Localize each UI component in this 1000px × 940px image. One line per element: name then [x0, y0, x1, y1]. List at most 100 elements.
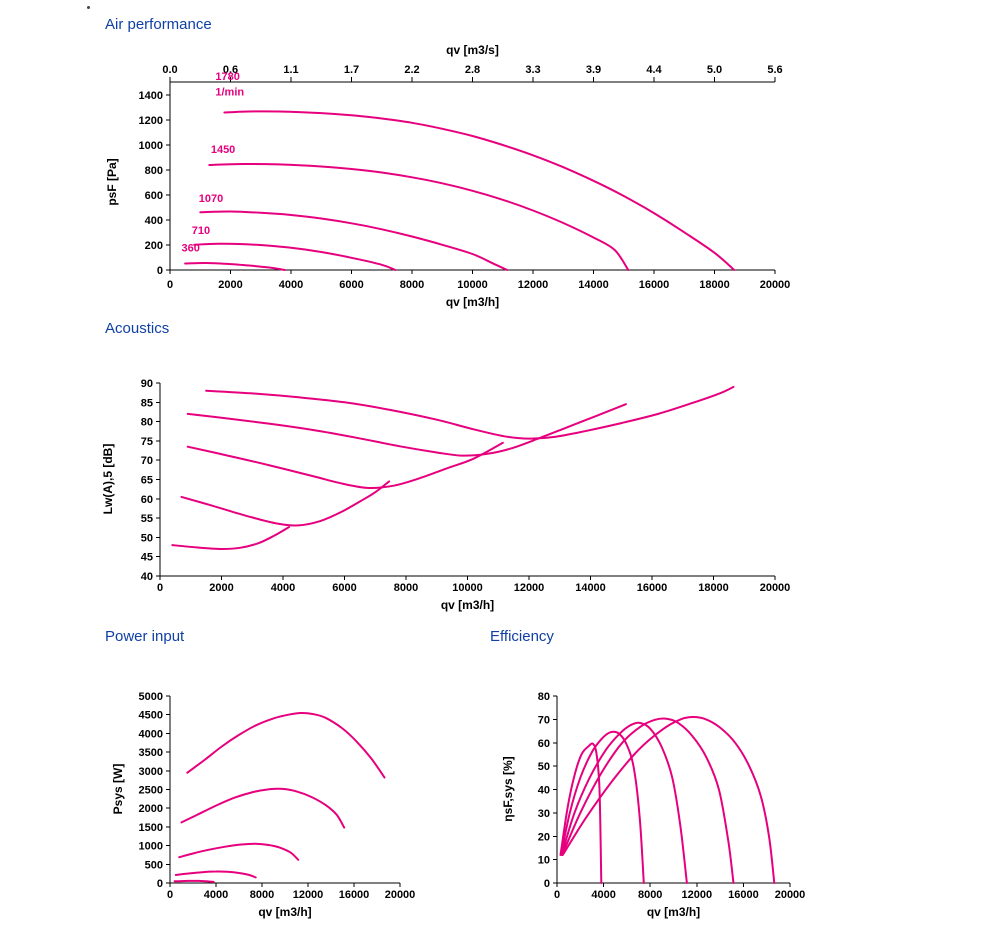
y-tick-label: 1000 — [139, 841, 163, 853]
y-tick-label: 85 — [141, 397, 153, 409]
x-tick-label: 6000 — [339, 279, 363, 291]
y-tick-label: 3500 — [139, 747, 163, 759]
x-tick-label: 20000 — [775, 889, 806, 901]
x-tick-label: 0 — [157, 582, 163, 594]
y-tick-label: 5000 — [139, 691, 163, 703]
rpm-label: 1070 — [199, 193, 223, 205]
x-tick-label: 8000 — [394, 582, 418, 594]
chart-canvas: 0 500 1000 1500 2000 2500 3000 3500 4000 4500 5000… — [111, 691, 415, 919]
y-axis-title: ηsF,sys [%] — [501, 756, 515, 821]
y-tick-label: 40 — [141, 571, 153, 583]
top-axis-title: qv [m3/s] — [446, 43, 499, 57]
y-tick-label: 10 — [538, 855, 550, 867]
curve-1450-rpm — [561, 717, 735, 884]
top-tick-label: 3.3 — [525, 64, 540, 76]
curve-360-rpm — [559, 742, 603, 884]
curve-1780-rpm — [205, 385, 735, 440]
x-tick-label: 20000 — [385, 889, 416, 901]
x-tick-label: 12000 — [293, 889, 324, 901]
y-tick-label: 3000 — [139, 766, 163, 778]
y-axis: 0 10 20 30 40 50 60 70 80 — [538, 691, 557, 890]
top-tick-label: 2.2 — [404, 64, 419, 76]
x-tick-label: 2000 — [218, 279, 242, 291]
curve-1070-rpm — [186, 441, 504, 490]
air-performance-chart: 0 200 400 600 800 1000 1200 1400 0 2000 4000 6000 80… — [0, 40, 1000, 340]
y-tick-label: 0 — [157, 265, 163, 277]
x-tick-label: 14000 — [575, 582, 606, 594]
x-axis: 0 4000 8000 12000 16000 20000 — [167, 883, 415, 901]
x-axis-title: qv [m3/h] — [441, 598, 494, 612]
top-tick-label: 2.8 — [465, 64, 480, 76]
x-tick-label: 16000 — [639, 279, 670, 291]
top-axis: 0.0 0.6 1.1 1.7 2.2 2.8 3.3 3.9 4.4 5.0 5.6 qv [m3/… — [162, 43, 783, 83]
y-tick-label: 20 — [538, 831, 550, 843]
x-tick-label: 10000 — [457, 279, 488, 291]
curve-360-rpm — [173, 879, 215, 883]
y-tick-label: 1400 — [139, 90, 163, 102]
x-axis-title: qv [m3/h] — [647, 905, 700, 919]
x-tick-label: 8000 — [400, 279, 424, 291]
y-tick-label: 400 — [145, 215, 163, 227]
x-tick-label: 16000 — [339, 889, 370, 901]
y-tick-label: 70 — [538, 714, 550, 726]
bullet-dot — [87, 6, 90, 9]
y-tick-label: 1000 — [139, 140, 163, 152]
y-axis-title: Psys [W] — [111, 764, 125, 815]
x-tick-label: 4000 — [271, 582, 295, 594]
x-tick-label: 0 — [167, 279, 173, 291]
x-tick-label: 8000 — [638, 889, 662, 901]
x-tick-label: 16000 — [637, 582, 668, 594]
x-axis: 0 4000 8000 12000 16000 20000 — [554, 883, 805, 901]
x-tick-label: 18000 — [698, 582, 729, 594]
y-tick-label: 2000 — [139, 803, 163, 815]
y-tick-label: 50 — [141, 532, 153, 544]
efficiency-chart: 0 10 20 30 40 50 60 70 80 0 4000 8000 12000 16000 2000… — [440, 658, 860, 940]
chart-title-air-performance: Air performance — [105, 16, 212, 33]
x-tick-label: 4000 — [591, 889, 615, 901]
top-tick-label: 5.0 — [707, 64, 722, 76]
curve-360-rpm — [171, 526, 291, 550]
y-tick-label: 45 — [141, 552, 153, 564]
y-axis: 0 500 1000 1500 2000 2500 3000 3500 4000 4500 5000 — [139, 691, 170, 890]
y-tick-label: 65 — [141, 475, 153, 487]
x-tick-label: 18000 — [699, 279, 730, 291]
y-tick-label: 500 — [145, 859, 163, 871]
chart-title-power-input: Power input — [105, 628, 185, 645]
x-tick-label: 20000 — [760, 582, 791, 594]
axes — [169, 82, 775, 271]
y-tick-label: 40 — [538, 785, 550, 797]
x-tick-label: 10000 — [452, 582, 483, 594]
chart-title-efficiency: Efficiency — [490, 628, 554, 645]
y-tick-label: 50 — [538, 761, 550, 773]
curve-1070-rpm — [560, 721, 688, 884]
curve-1070-rpm — [199, 210, 509, 271]
curve-1450-rpm — [208, 162, 630, 271]
top-tick-label: 4.4 — [646, 64, 662, 76]
axes — [159, 383, 775, 577]
rpm-label: 1780 — [215, 71, 239, 83]
y-tick-label: 1500 — [139, 822, 163, 834]
chart-title-acoustics: Acoustics — [105, 320, 170, 337]
x-tick-label: 8000 — [250, 889, 274, 901]
curve-1070-rpm — [178, 842, 300, 861]
x-tick-label: 14000 — [578, 279, 609, 291]
y-tick-label: 30 — [538, 808, 550, 820]
y-axis: 40 45 50 55 60 65 70 75 80 85 90 — [141, 378, 160, 583]
curve-710-rpm — [180, 480, 391, 527]
x-axis: 0 2000 4000 6000 8000 10000 12000 14000 16000 180… — [167, 270, 790, 291]
y-tick-label: 2500 — [139, 785, 163, 797]
acoustics-chart: 40 45 50 55 60 65 70 75 80 85 90 0 2000 4000 6000 8000 1… — [0, 358, 1000, 638]
x-axis-title: qv [m3/h] — [258, 905, 311, 919]
curve-1780-rpm — [561, 716, 776, 884]
y-tick-label: 90 — [141, 378, 153, 390]
y-tick-label: 0 — [157, 878, 163, 890]
y-tick-label: 80 — [141, 417, 153, 429]
series-group — [171, 385, 735, 550]
x-tick-label: 20000 — [760, 279, 791, 291]
y-tick-label: 60 — [141, 494, 153, 506]
top-tick-label: 1.1 — [283, 64, 298, 76]
y-tick-label: 4000 — [139, 728, 163, 740]
curve-360-rpm — [184, 261, 286, 271]
power-input-chart: 0 500 1000 1500 2000 2500 3000 3500 4000 4500 5000… — [60, 658, 460, 940]
curve-1780-rpm — [223, 110, 736, 271]
